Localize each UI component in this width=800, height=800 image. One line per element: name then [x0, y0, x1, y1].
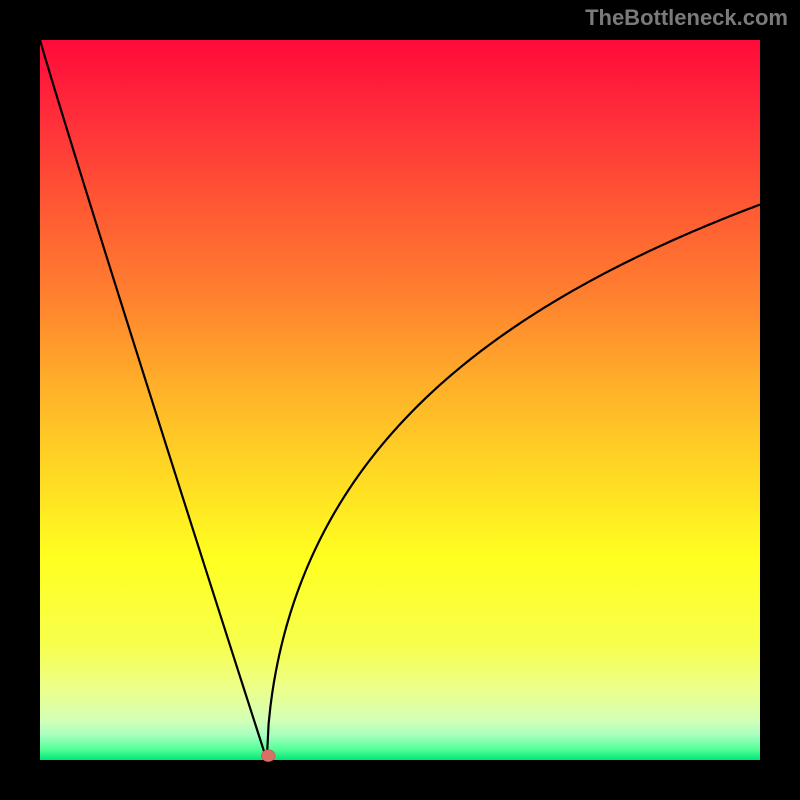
bottleneck-chart: TheBottleneck.com: [0, 0, 800, 800]
optimum-marker: [261, 750, 275, 762]
watermark-text: TheBottleneck.com: [585, 5, 788, 30]
plot-area: [40, 40, 760, 760]
